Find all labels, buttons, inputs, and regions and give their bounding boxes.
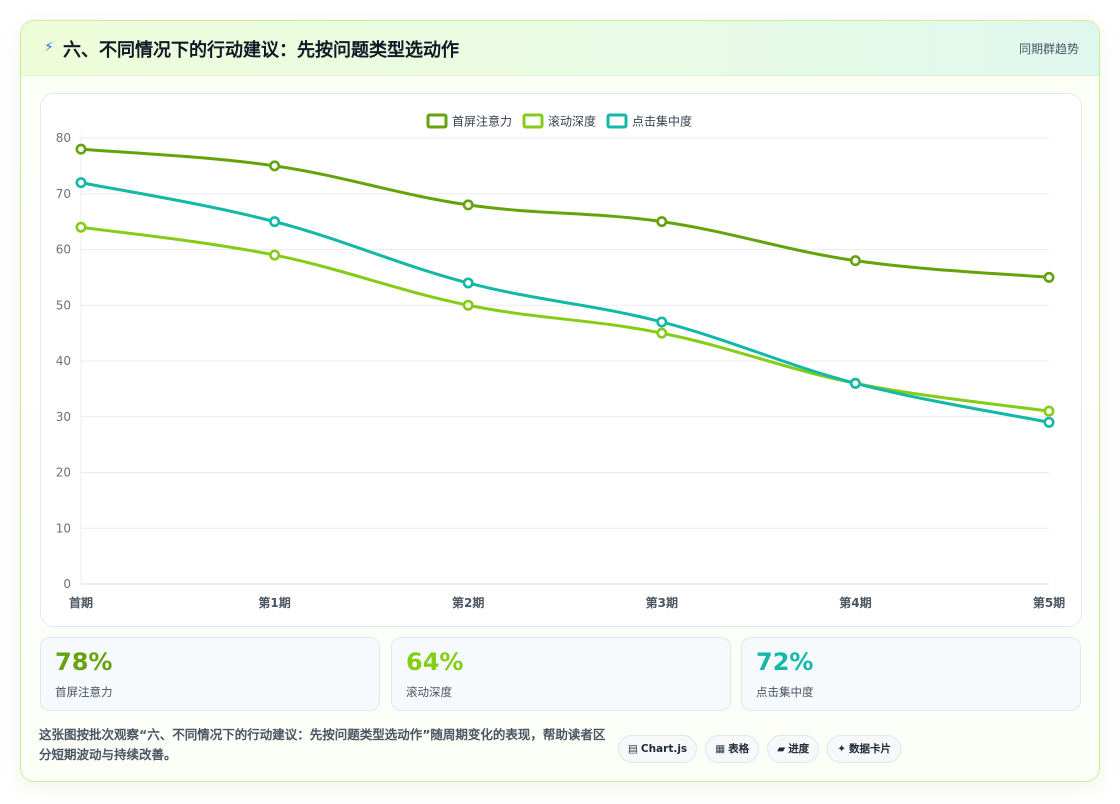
- pill-progress[interactable]: ▰ 进度: [767, 735, 820, 763]
- pill-label: Chart.js: [640, 743, 688, 755]
- data-point-series-1: [462, 199, 474, 211]
- kpi-label: 滚动深度: [406, 685, 452, 699]
- data-point-series-3: [462, 277, 474, 289]
- tool-pills: ▤ Chart.js ▦ 表格 ▰ 进度 ✦ 数据卡片: [617, 735, 901, 763]
- kpi-card-scroll: 64% 滚动深度: [391, 637, 731, 711]
- legend-swatch: [426, 113, 448, 129]
- data-point-series-3: [1043, 416, 1055, 428]
- chart-icon: ▤: [627, 743, 638, 755]
- data-point-series-3: [849, 377, 861, 389]
- x-tick-label: 第4期: [839, 595, 871, 610]
- y-tick-label: 70: [56, 187, 71, 201]
- y-tick-label: 40: [56, 354, 71, 368]
- legend-label: 滚动深度: [548, 114, 596, 129]
- y-tick-label: 60: [56, 243, 71, 257]
- data-point-series-3: [75, 177, 87, 189]
- series-line-1: [79, 147, 1051, 279]
- pill-label: 表格: [728, 743, 750, 755]
- x-tick-label: 第1期: [258, 595, 290, 610]
- legend-label: 点击集中度: [632, 114, 692, 129]
- trend-badge: 同期群趋势: [1018, 42, 1079, 56]
- data-point-series-3: [656, 316, 668, 328]
- y-tick-label: 10: [56, 521, 71, 535]
- sparkle-icon: ✦: [837, 743, 846, 755]
- legend-label: 首屏注意力: [452, 114, 512, 129]
- kpi-card-attention: 78% 首屏注意力: [40, 637, 380, 711]
- x-tick-label: 首期: [69, 595, 93, 610]
- data-point-series-1: [1043, 271, 1055, 283]
- kpi-label: 首屏注意力: [55, 685, 113, 699]
- pill-label: 进度: [788, 743, 810, 755]
- legend-swatch: [606, 113, 628, 129]
- data-point-series-2: [269, 249, 281, 261]
- pill-label: 数据卡片: [849, 743, 891, 755]
- x-tick-label: 第5期: [1033, 595, 1065, 610]
- pill-chartjs[interactable]: ▤ Chart.js: [617, 735, 698, 763]
- page-title: 六、不同情况下的行动建议：先按问题类型选动作: [63, 40, 459, 61]
- y-tick-label: 0: [63, 577, 71, 591]
- kpi-card-click: 72% 点击集中度: [741, 637, 1081, 711]
- x-tick-label: 第3期: [646, 595, 678, 610]
- x-tick-label: 第2期: [452, 595, 484, 610]
- main-card: ⚡ 六、不同情况下的行动建议：先按问题类型选动作 同期群趋势 0 10 20 30 40…: [20, 20, 1100, 782]
- data-point-series-2: [1043, 405, 1055, 417]
- data-point-series-2: [462, 299, 474, 311]
- data-point-series-2: [656, 327, 668, 339]
- data-point-series-2: [75, 221, 87, 233]
- chart-container: 0 10 20 30 40 50 60 70 80 首期 第1期 第2期 第3期 第4期 第5期 首屏注意力 滚…: [40, 93, 1082, 627]
- data-point-series-1: [656, 216, 668, 228]
- data-point-series-3: [269, 216, 281, 228]
- data-point-series-1: [75, 143, 87, 155]
- y-tick-label: 20: [56, 466, 71, 480]
- y-tick-label: 30: [56, 410, 71, 424]
- legend-swatch: [522, 113, 544, 129]
- progress-icon: ▰: [777, 743, 786, 755]
- y-tick-label: 80: [56, 131, 71, 145]
- table-icon: ▦: [715, 743, 726, 755]
- chart-description: 这张图按批次观察“六、不同情况下的行动建议：先按问题类型选动作”随周期变化的表现…: [39, 727, 606, 762]
- data-point-series-1: [849, 255, 861, 267]
- kpi-value: 72%: [756, 648, 814, 676]
- kpi-value: 78%: [55, 648, 113, 676]
- series-line-2: [79, 225, 1051, 413]
- kpi-label: 点击集中度: [756, 685, 814, 699]
- pill-data-card[interactable]: ✦ 数据卡片: [827, 735, 901, 763]
- y-tick-label: 50: [56, 298, 71, 312]
- card-header: ⚡ 六、不同情况下的行动建议：先按问题类型选动作 同期群趋势: [21, 21, 1099, 76]
- lightning-icon: ⚡: [44, 40, 54, 55]
- line-chart: 0 10 20 30 40 50 60 70 80 首期 第1期 第2期 第3期 第4期 第5期 首屏注意力 滚…: [56, 113, 1065, 610]
- series-line-3: [79, 181, 1051, 424]
- pill-table[interactable]: ▦ 表格: [705, 735, 760, 763]
- data-point-series-1: [269, 160, 281, 172]
- kpi-value: 64%: [406, 648, 464, 676]
